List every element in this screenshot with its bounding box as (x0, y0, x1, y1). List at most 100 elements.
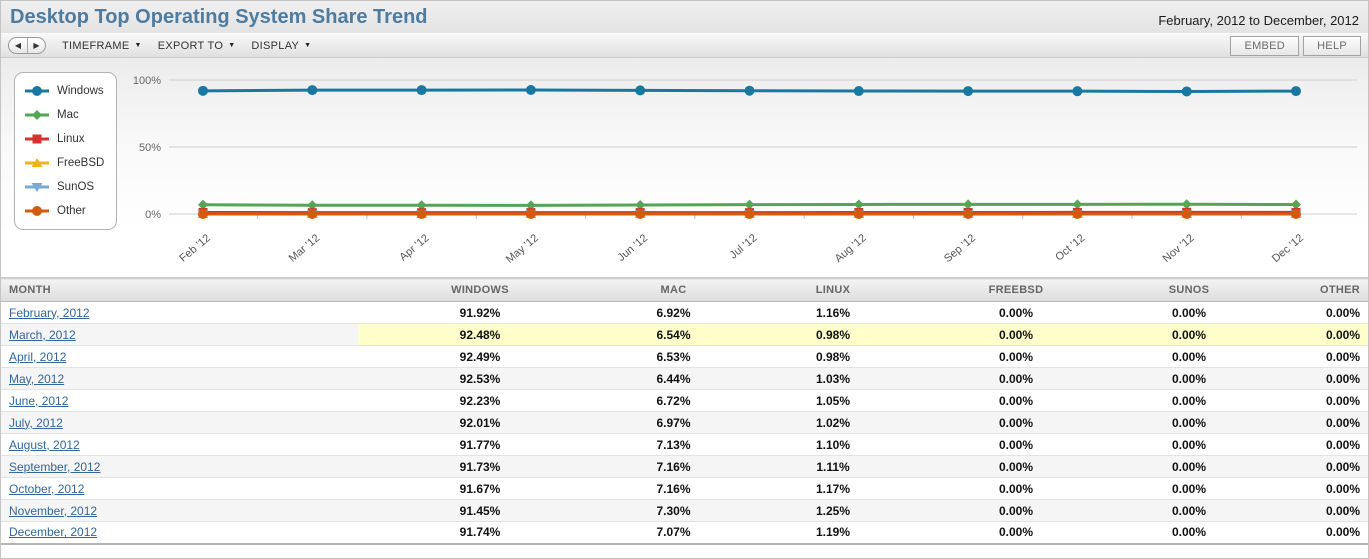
data-point-other[interactable] (1181, 209, 1192, 219)
data-point-windows[interactable] (635, 85, 646, 96)
data-point-mac[interactable] (525, 200, 536, 211)
data-point-mac[interactable] (635, 199, 646, 210)
data-point-mac[interactable] (744, 199, 755, 210)
data-point-mac[interactable] (1072, 199, 1083, 210)
legend-item-freebsd[interactable]: FreeBSD (24, 151, 104, 175)
data-point-other[interactable] (1072, 209, 1083, 219)
x-axis-label: May '12 (504, 232, 541, 266)
legend-item-mac[interactable]: Mac (24, 103, 104, 127)
table-row: April, 2012 92.49% 6.53% 0.98% 0.00% 0.00% 0.0… (1, 345, 1368, 368)
month-link[interactable]: August, 2012 (9, 437, 80, 452)
legend-marker-icon (25, 206, 49, 216)
data-point-mac[interactable] (307, 200, 318, 211)
data-point-windows[interactable] (1181, 86, 1192, 97)
legend-label: Mac (57, 109, 79, 121)
chevron-down-icon: ▼ (134, 42, 142, 49)
month-link[interactable]: September, 2012 (9, 459, 101, 474)
month-link[interactable]: June, 2012 (9, 393, 69, 408)
month-link[interactable]: March, 2012 (9, 327, 76, 342)
embed-button[interactable]: EMBED (1230, 35, 1300, 56)
table-row: May, 2012 92.53% 6.44% 1.03% 0.00% 0.00% 0.00% (1, 367, 1368, 390)
table-row: November, 2012 91.45% 7.30% 1.25% 0.00% 0.00%… (1, 499, 1368, 522)
column-header-month: MONTH (1, 278, 358, 302)
data-point-mac[interactable] (1181, 199, 1192, 210)
data-point-windows[interactable] (963, 86, 974, 97)
month-link[interactable]: December, 2012 (9, 525, 98, 540)
month-link[interactable]: July, 2012 (9, 415, 63, 430)
cell-sunos: 0.00% (1111, 455, 1267, 478)
data-point-other[interactable] (307, 209, 318, 219)
legend-label: Linux (57, 133, 85, 145)
timeframe-menu[interactable]: TIMEFRAME ▼ (62, 40, 142, 52)
legend-item-other[interactable]: Other (24, 199, 104, 223)
cell-sunos: 0.00% (1111, 301, 1267, 324)
legend-marker-icon (25, 183, 49, 192)
cell-month: August, 2012 (1, 433, 358, 456)
export-to-menu[interactable]: EXPORT TO ▼ (158, 40, 236, 52)
month-link[interactable]: November, 2012 (9, 503, 98, 518)
data-point-mac[interactable] (853, 199, 864, 210)
month-link[interactable]: October, 2012 (9, 481, 85, 496)
data-point-mac[interactable] (416, 200, 427, 211)
data-point-mac[interactable] (198, 199, 208, 210)
data-point-windows[interactable] (1072, 86, 1083, 97)
x-axis-label: Oct '12 (1053, 232, 1087, 263)
cell-other: 0.00% (1267, 499, 1368, 522)
month-link[interactable]: April, 2012 (9, 349, 67, 364)
data-point-other[interactable] (198, 209, 208, 219)
legend-label: Windows (57, 85, 104, 97)
data-point-windows[interactable] (853, 86, 864, 97)
legend-label: SunOS (57, 181, 95, 193)
cell-other: 0.00% (1267, 433, 1368, 456)
data-point-other[interactable] (525, 209, 536, 219)
display-menu[interactable]: DISPLAY ▼ (251, 40, 311, 52)
cell-windows: 91.67% (358, 477, 602, 500)
cell-month: May, 2012 (1, 367, 358, 390)
cell-freebsd: 0.00% (921, 477, 1111, 500)
page-header: Desktop Top Operating System Share Trend… (1, 1, 1368, 33)
date-range-label: February, 2012 to December, 2012 (1158, 12, 1359, 28)
data-point-mac[interactable] (963, 199, 974, 210)
month-link[interactable]: May, 2012 (9, 371, 65, 386)
y-axis-label: 50% (139, 142, 161, 154)
data-point-mac[interactable] (1291, 199, 1301, 210)
cell-freebsd: 0.00% (921, 345, 1111, 368)
x-axis-label: Jun '12 (615, 232, 650, 264)
cell-mac: 6.54% (602, 323, 745, 346)
legend-item-windows[interactable]: Windows (24, 79, 104, 103)
data-point-windows[interactable] (1291, 86, 1301, 97)
y-axis-label: 0% (145, 209, 161, 221)
data-point-windows[interactable] (198, 85, 208, 96)
nav-back-button[interactable]: ◀ (9, 38, 27, 53)
data-point-other[interactable] (635, 209, 646, 219)
nav-forward-button[interactable]: ▶ (27, 38, 45, 53)
data-point-other[interactable] (416, 209, 427, 219)
table-row: September, 2012 91.73% 7.16% 1.11% 0.00% 0.00… (1, 455, 1368, 478)
x-axis-label: Feb '12 (177, 232, 213, 265)
cell-freebsd: 0.00% (921, 367, 1111, 390)
data-point-other[interactable] (1291, 209, 1301, 219)
data-point-windows[interactable] (416, 85, 427, 96)
cell-windows: 92.01% (358, 411, 602, 434)
cell-other: 0.00% (1267, 345, 1368, 368)
cell-month: March, 2012 (1, 323, 358, 346)
cell-windows: 91.74% (358, 521, 602, 544)
data-point-windows[interactable] (744, 85, 755, 96)
nav-forward-icon: ▶ (33, 41, 40, 50)
legend-item-linux[interactable]: Linux (24, 127, 104, 151)
x-axis-label: Aug '12 (833, 232, 869, 265)
data-point-other[interactable] (963, 209, 974, 219)
data-point-windows[interactable] (525, 85, 536, 96)
cell-linux: 1.25% (745, 499, 921, 522)
data-point-other[interactable] (744, 209, 755, 219)
month-link[interactable]: February, 2012 (9, 305, 90, 320)
help-button[interactable]: HELP (1303, 35, 1361, 56)
cell-month: September, 2012 (1, 455, 358, 478)
legend-marker-shape (32, 86, 42, 96)
data-point-windows[interactable] (307, 85, 318, 96)
cell-other: 0.00% (1267, 455, 1368, 478)
x-axis-label: Nov '12 (1161, 232, 1197, 265)
legend-item-sunos[interactable]: SunOS (24, 175, 104, 199)
data-point-other[interactable] (853, 209, 864, 219)
cell-linux: 1.17% (745, 477, 921, 500)
